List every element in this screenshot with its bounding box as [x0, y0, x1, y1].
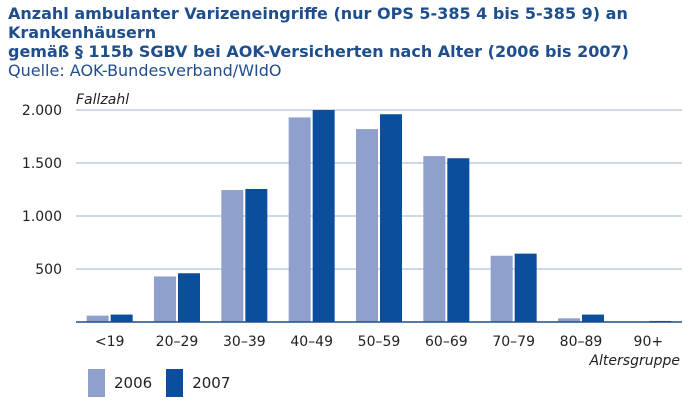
- bar-2007-1: [178, 273, 200, 322]
- bar-2006-3: [288, 117, 311, 322]
- legend-item-2006: 2006: [88, 369, 152, 397]
- bar-2007-2: [245, 188, 268, 322]
- y-tick-label: 1.500: [22, 156, 62, 172]
- x-tick-label: 30–39: [223, 334, 266, 350]
- bar-2007-5: [447, 158, 470, 322]
- bar-2007-0: [110, 314, 133, 322]
- bar-2007-6: [514, 253, 537, 322]
- x-tick-label: 50–59: [358, 334, 401, 350]
- grid-lines: [76, 109, 682, 270]
- legend-label-2007: 2007: [192, 374, 231, 392]
- bar-2006-2: [221, 190, 244, 322]
- legend: 2006 2007: [88, 368, 244, 398]
- bar-2006-7: [558, 318, 580, 322]
- x-tick-label: 80–89: [560, 334, 603, 350]
- chart-source: Quelle: AOK-Bundesverband/WIdO: [8, 61, 282, 80]
- x-tick-label: 40–49: [290, 334, 333, 350]
- x-tick-label: 60–69: [425, 334, 468, 350]
- bar-2006-6: [490, 255, 513, 322]
- legend-item-2007: 2007: [166, 369, 230, 397]
- title-block: Anzahl ambulanter Varizeneingriffe (nur …: [8, 4, 688, 80]
- bar-2006-5: [423, 156, 446, 322]
- legend-swatch-2007: [166, 369, 184, 397]
- x-tick-label: 70–79: [492, 334, 535, 350]
- bar-2007-7: [582, 314, 604, 322]
- bar-2006-1: [154, 276, 176, 322]
- bar-2006-4: [356, 129, 378, 322]
- bar-2007-4: [380, 114, 402, 323]
- y-axis-title: Fallzahl: [76, 92, 129, 108]
- legend-swatch-2006: [88, 369, 105, 397]
- chart-title-line1: Anzahl ambulanter Varizeneingriffe (nur …: [8, 4, 628, 42]
- bars: [86, 110, 672, 323]
- y-tick-label: 2.000: [22, 103, 62, 119]
- legend-label-2006: 2006: [114, 374, 153, 392]
- x-tick-label: <19: [95, 334, 125, 350]
- bar-2007-3: [312, 110, 335, 322]
- x-tick-label: 20–29: [156, 334, 199, 350]
- bar-2006-0: [86, 315, 109, 322]
- x-axis-title: Altersgruppe: [588, 353, 680, 369]
- axes: 500 1.000 1.500 2.000 <19 20–29 30–39 40–49 50–5…: [22, 103, 682, 350]
- y-tick-label: 1.000: [22, 209, 62, 225]
- chart-title-line2: gemäß § 115b SGBV bei AOK-Versicherten n…: [8, 42, 629, 61]
- y-tick-label: 500: [35, 262, 62, 278]
- x-tick-label: 90+: [634, 334, 664, 350]
